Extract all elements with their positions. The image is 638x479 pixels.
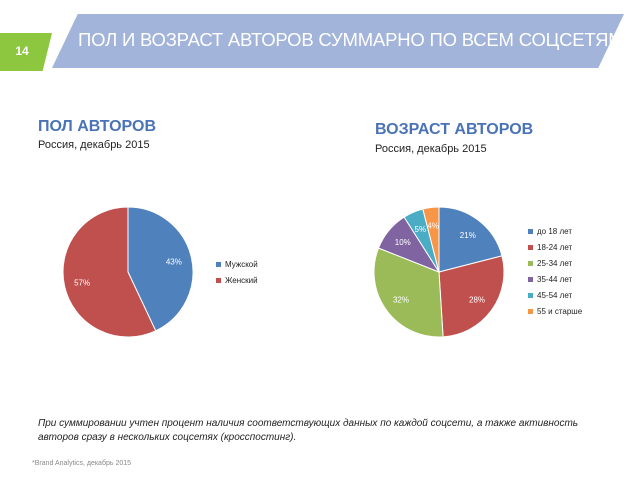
slide-number-tab bbox=[0, 33, 52, 71]
legend-swatch bbox=[216, 277, 221, 283]
legend-item: 35-44 лет bbox=[528, 271, 582, 287]
pie-data-label: 10% bbox=[395, 238, 411, 247]
legend-swatch bbox=[216, 261, 221, 267]
legend-swatch bbox=[528, 308, 533, 314]
pie-slice-gender-0 bbox=[127, 206, 194, 332]
legend-label: 25-34 лет bbox=[537, 258, 573, 268]
pie-slice-age-1 bbox=[438, 255, 505, 338]
legend-item: до 18 лет bbox=[528, 223, 582, 239]
age-chart-subtitle: Россия, декабрь 2015 bbox=[375, 143, 487, 155]
legend-label: 35-44 лет bbox=[537, 274, 573, 284]
pie-slice-gender-1 bbox=[62, 206, 157, 338]
legend-label: 18-24 лет bbox=[537, 242, 573, 252]
legend-item: 45-54 лет bbox=[528, 287, 582, 303]
legend-label: 55 и старше bbox=[537, 306, 583, 316]
legend-item: 18-24 лет bbox=[528, 239, 582, 255]
legend-swatch bbox=[528, 276, 533, 282]
pie-slice-age-5 bbox=[422, 206, 440, 273]
legend-swatch bbox=[528, 244, 533, 250]
title-banner bbox=[52, 14, 624, 68]
slide-number: 14 bbox=[15, 44, 29, 58]
pie-data-label: 43% bbox=[166, 258, 182, 267]
age-chart-title: ВОЗРАСТ АВТОРОВ bbox=[375, 121, 534, 138]
pie-data-label: 32% bbox=[393, 296, 409, 305]
pie-data-label: 57% bbox=[74, 278, 90, 287]
pie-data-label: 21% bbox=[460, 231, 476, 240]
legend-swatch bbox=[528, 292, 533, 298]
age-legend: до 18 лет 18-24 лет 25-34 лет 35-44 лет 45-5… bbox=[528, 223, 582, 319]
gender-chart-subtitle: Россия, декабрь 2015 bbox=[38, 139, 150, 151]
legend-item: Мужской bbox=[216, 256, 258, 272]
slide-title: ПОЛ И ВОЗРАСТ АВТОРОВ СУММАРНО ПО ВСЕМ С… bbox=[78, 29, 624, 50]
legend-swatch bbox=[528, 228, 533, 234]
pie-data-label: 5% bbox=[415, 225, 427, 234]
pie-slice-age-0 bbox=[438, 206, 503, 273]
legend-item: 25-34 лет bbox=[528, 255, 582, 271]
legend-label: Мужской bbox=[225, 259, 258, 269]
pie-data-label: 4% bbox=[427, 221, 439, 230]
pie-data-label: 28% bbox=[469, 296, 485, 305]
legend-label: 45-54 лет bbox=[537, 290, 573, 300]
legend-label: Женский bbox=[225, 275, 258, 285]
legend-item: 55 и старше bbox=[528, 303, 582, 319]
source-footnote: *Brand Analytics, декабрь 2015 bbox=[32, 460, 132, 467]
gender-chart-title: ПОЛ АВТОРОВ bbox=[38, 118, 156, 135]
legend-swatch bbox=[528, 260, 533, 266]
legend-item: Женский bbox=[216, 272, 258, 288]
methodology-note: При суммировании учтен процент наличия с… bbox=[38, 418, 579, 443]
pie-slice-age-2 bbox=[373, 247, 444, 338]
legend-label: до 18 лет bbox=[537, 226, 572, 236]
gender-legend: Мужской Женский bbox=[216, 256, 258, 288]
